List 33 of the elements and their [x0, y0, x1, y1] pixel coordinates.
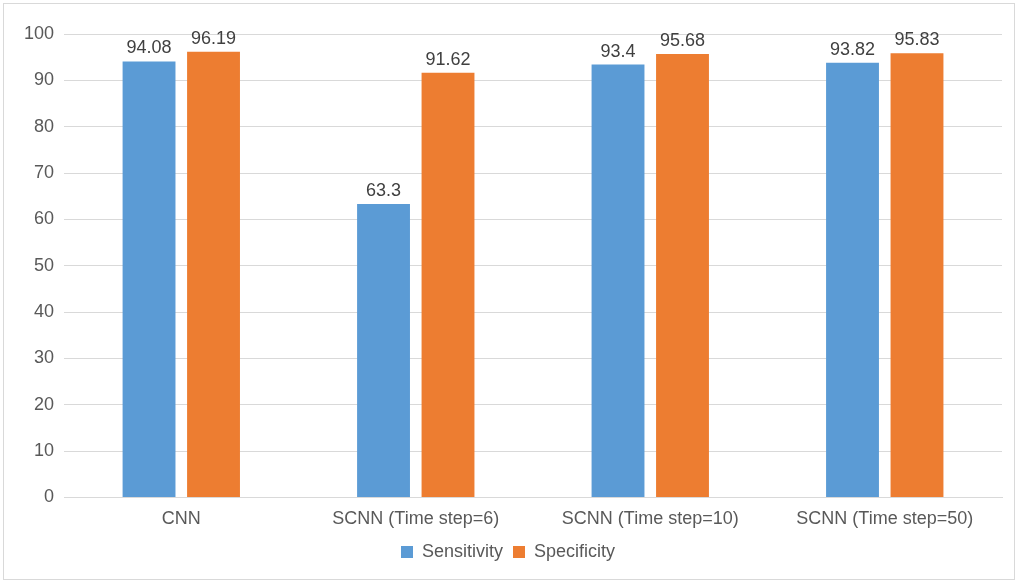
legend-label: Specificity: [534, 540, 616, 561]
bar: [591, 64, 645, 497]
y-tick-label: 90: [34, 69, 55, 90]
y-tick-label: 70: [34, 161, 55, 182]
legend-label: Sensitivity: [421, 540, 503, 561]
bar: [187, 51, 240, 497]
data-label: 96.19: [191, 27, 237, 48]
bar: [826, 62, 879, 497]
bar: [656, 54, 709, 497]
x-tick-label: SCNN (Time step=50): [796, 508, 974, 529]
data-label: 93.4: [600, 40, 636, 61]
data-label: 94.08: [126, 37, 172, 58]
data-label: 95.83: [894, 29, 940, 50]
bar: [421, 72, 475, 497]
y-tick-label: 20: [34, 393, 55, 414]
y-tick-label: 10: [34, 440, 55, 461]
y-tick-label: 50: [34, 254, 55, 275]
x-tick-label: SCNN (Time step=10): [561, 508, 739, 529]
bar: [122, 61, 176, 497]
x-tick-label: SCNN (Time step=6): [332, 508, 500, 529]
data-label: 93.82: [829, 38, 876, 59]
y-tick-label: 80: [34, 115, 55, 136]
y-tick-label: 60: [34, 208, 55, 229]
data-label: 95.68: [659, 29, 706, 50]
x-tick-label: CNN: [161, 508, 201, 529]
data-label: 91.62: [425, 48, 471, 69]
y-tick-label: 0: [44, 486, 55, 507]
y-tick-label: 40: [34, 301, 55, 322]
bar: [357, 204, 410, 497]
bar: [890, 53, 944, 497]
y-tick-label: 30: [34, 347, 55, 368]
data-label: 63.3: [366, 180, 402, 201]
y-tick-label: 100: [23, 22, 55, 43]
